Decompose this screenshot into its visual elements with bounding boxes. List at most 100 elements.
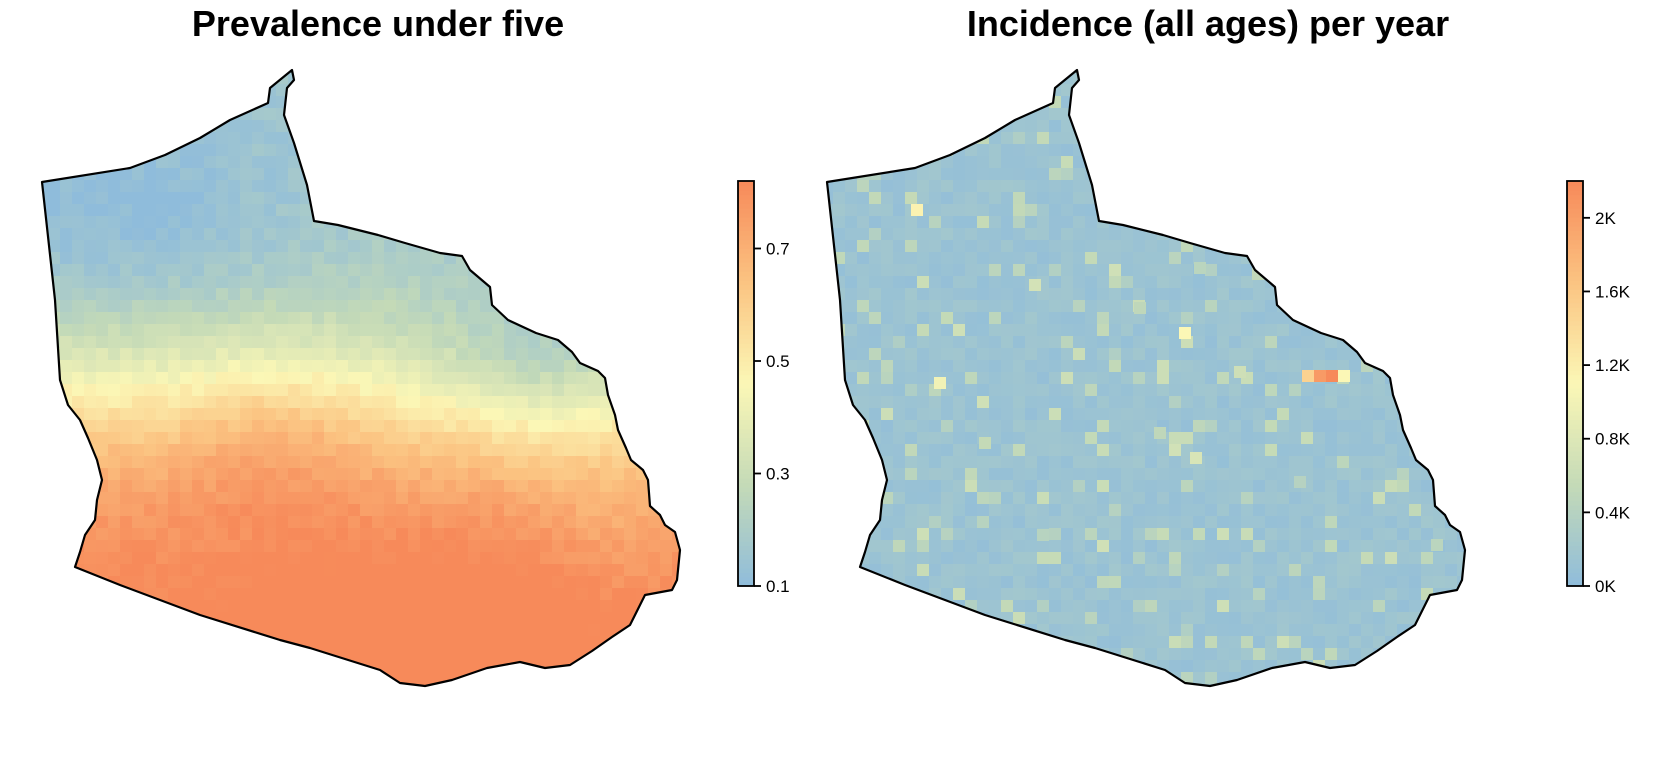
heatmap-cell	[1193, 612, 1206, 625]
heatmap-cell	[1193, 252, 1206, 265]
heatmap-cell	[444, 168, 457, 181]
heatmap-cell	[588, 444, 601, 457]
heatmap-cell	[180, 276, 193, 289]
heatmap-cell	[1169, 456, 1182, 469]
heatmap-cell	[228, 252, 241, 265]
heatmap-cell	[552, 276, 565, 289]
heatmap-cell	[156, 468, 169, 481]
heatmap-cell	[384, 408, 397, 421]
heatmap-cell	[336, 204, 349, 217]
heatmap-cell	[468, 492, 481, 505]
heatmap-cell	[1097, 192, 1110, 205]
heatmap-cell	[1073, 552, 1086, 565]
heatmap-cell	[1121, 168, 1134, 181]
heatmap-cell	[1121, 276, 1134, 289]
heatmap-cell	[264, 96, 277, 109]
heatmap-cell	[1001, 372, 1014, 385]
heatmap-cell	[1073, 168, 1086, 181]
heatmap-cell	[384, 456, 397, 469]
heatmap-cell	[672, 264, 680, 277]
heatmap-cell	[48, 564, 61, 577]
heatmap-cell	[84, 96, 97, 109]
heatmap-cell	[168, 564, 181, 577]
heatmap-cell	[432, 108, 445, 121]
heatmap-cell	[420, 360, 433, 373]
heatmap-cell	[60, 684, 73, 686]
heatmap-cell	[1133, 228, 1146, 241]
heatmap-cell	[917, 480, 930, 493]
heatmap-cell	[42, 156, 49, 169]
heatmap-cell	[1001, 108, 1014, 121]
heatmap-cell	[881, 564, 894, 577]
heatmap-cell	[1229, 108, 1242, 121]
heatmap-cell	[1109, 204, 1122, 217]
heatmap-cell	[977, 216, 990, 229]
heatmap-cell	[492, 672, 505, 685]
heatmap-cell	[1097, 600, 1110, 613]
heatmap-cell	[660, 96, 673, 109]
heatmap-cell	[288, 372, 301, 385]
heatmap-cell	[300, 540, 313, 553]
heatmap-cell	[1001, 84, 1014, 97]
heatmap-cell	[60, 444, 73, 457]
heatmap-cell	[827, 612, 834, 625]
heatmap-cell	[252, 384, 265, 397]
heatmap-cell	[857, 336, 870, 349]
heatmap-cell	[1085, 144, 1098, 157]
heatmap-cell	[360, 432, 373, 445]
colorbar-segment	[738, 302, 754, 308]
heatmap-cell	[156, 72, 169, 85]
heatmap-cell	[941, 264, 954, 277]
heatmap-cell	[1217, 408, 1230, 421]
heatmap-cell	[96, 192, 109, 205]
heatmap-cell	[192, 240, 205, 253]
heatmap-cell	[84, 372, 97, 385]
heatmap-cell	[929, 264, 942, 277]
heatmap-cell	[360, 372, 373, 385]
heatmap-cell	[276, 408, 289, 421]
heatmap-cell	[684, 168, 697, 181]
heatmap-cell	[917, 168, 930, 181]
heatmap-cell	[564, 264, 577, 277]
heatmap-cell	[857, 312, 870, 325]
heatmap-cell	[612, 264, 625, 277]
heatmap-cell	[989, 408, 1002, 421]
heatmap-cell	[1109, 120, 1122, 133]
heatmap-cell	[576, 70, 589, 73]
heatmap-cell	[869, 540, 882, 553]
heatmap-cell	[1049, 684, 1062, 686]
heatmap-cell	[42, 192, 49, 205]
heatmap-cell	[492, 336, 505, 349]
heatmap-cell	[42, 492, 49, 505]
heatmap-cell	[432, 96, 445, 109]
heatmap-cell	[857, 70, 870, 73]
heatmap-cell	[1121, 384, 1134, 397]
heatmap-cell	[468, 276, 481, 289]
heatmap-cell	[1169, 468, 1182, 481]
colorbar-segment	[738, 401, 754, 407]
heatmap-cell	[216, 288, 229, 301]
heatmap-cell	[953, 336, 966, 349]
heatmap-cell	[1097, 444, 1110, 457]
heatmap-cell	[216, 70, 229, 73]
heatmap-cell	[312, 420, 325, 433]
heatmap-cell	[228, 288, 241, 301]
heatmap-cell	[360, 192, 373, 205]
colorbar-segment	[738, 545, 754, 551]
heatmap-cell	[84, 108, 97, 121]
heatmap-cell	[408, 504, 421, 517]
heatmap-cell	[1073, 96, 1086, 109]
heatmap-cell	[1157, 132, 1170, 145]
heatmap-cell	[1013, 492, 1026, 505]
heatmap-cell	[857, 504, 870, 517]
heatmap-cell	[1229, 576, 1242, 589]
heatmap-cell	[120, 456, 133, 469]
heatmap-cell	[444, 576, 457, 589]
heatmap-cell	[228, 420, 241, 433]
heatmap-cell	[42, 576, 49, 589]
heatmap-cell	[336, 492, 349, 505]
heatmap-cell	[1145, 540, 1158, 553]
heatmap-cell	[216, 216, 229, 229]
heatmap-cell	[300, 324, 313, 337]
heatmap-cell	[180, 228, 193, 241]
